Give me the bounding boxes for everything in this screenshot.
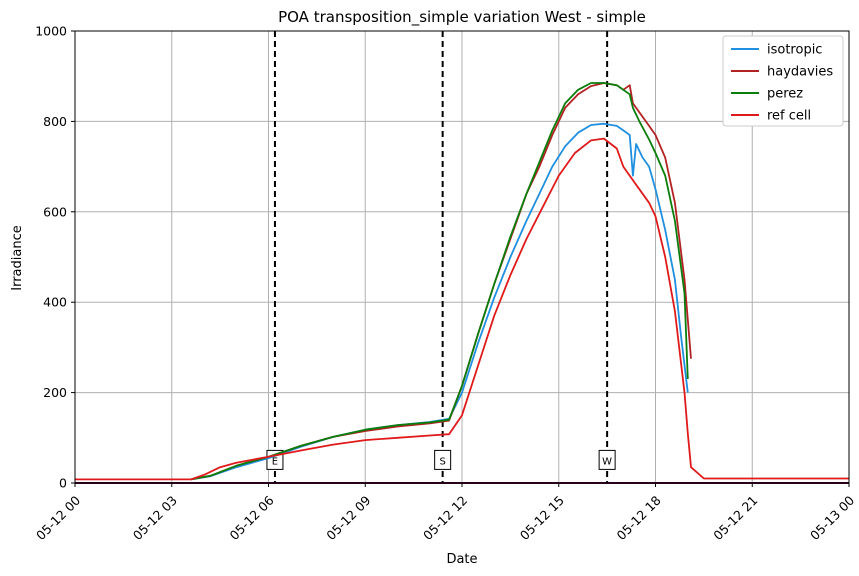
y-tick-label: 800 <box>43 114 67 129</box>
legend-label: perez <box>767 87 803 102</box>
y-tick-label: 200 <box>43 385 67 400</box>
marker-label: S <box>439 456 445 467</box>
x-axis-label: Date <box>446 552 477 567</box>
y-axis-label: Irradiance <box>10 225 25 290</box>
legend-label: isotropic <box>767 43 822 58</box>
series-lines <box>75 82 849 481</box>
marker-box <box>434 449 452 470</box>
y-tick-label: 400 <box>43 295 67 310</box>
y-tick-label: 600 <box>43 204 67 219</box>
legend: isotropic haydavies perez ref cell <box>722 35 844 127</box>
marker-box <box>598 449 616 470</box>
series-line-ref-cell <box>75 137 849 481</box>
y-tick-label: 1000 <box>35 24 67 39</box>
marker-label: E <box>272 456 278 467</box>
chart-title: POA transposition_simple variation West … <box>278 8 646 27</box>
legend-label: haydavies <box>767 65 833 80</box>
series-line-perez <box>190 82 689 481</box>
marker-label: W <box>602 456 612 467</box>
legend-label: ref cell <box>767 109 811 124</box>
y-tick-label: 0 <box>59 476 67 491</box>
legend-box <box>722 35 844 127</box>
